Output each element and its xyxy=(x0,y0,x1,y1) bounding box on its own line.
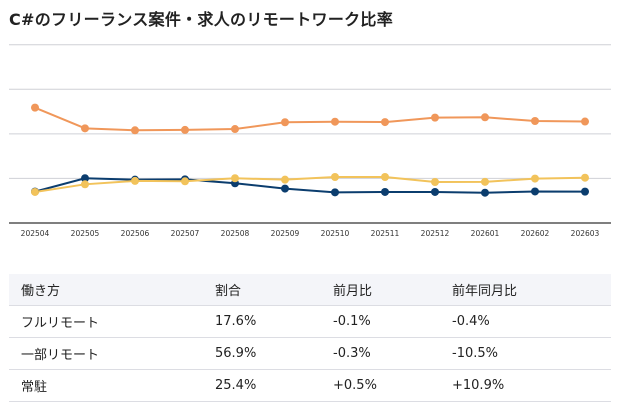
cell-work-style: 一部リモート xyxy=(9,337,203,370)
data-point-partial xyxy=(181,125,189,134)
data-point-full xyxy=(331,188,339,197)
x-tick-label: 202507 xyxy=(171,229,200,238)
remote-ratio-table: 働き方 割合 前月比 前年同月比 フルリモート 17.6% -0.1% -0.4… xyxy=(9,274,611,402)
data-point-onsite xyxy=(231,174,239,183)
data-point-onsite xyxy=(431,177,439,186)
header-yoy: 前年同月比 xyxy=(440,274,611,306)
data-point-onsite xyxy=(531,174,539,183)
table-row: 一部リモート 56.9% -0.3% -10.5% xyxy=(9,337,611,370)
x-tick-label: 202508 xyxy=(221,229,250,238)
data-point-onsite xyxy=(31,187,39,196)
x-tick-label: 202506 xyxy=(121,229,150,238)
data-point-partial xyxy=(281,118,289,127)
x-tick-label: 202603 xyxy=(571,229,600,238)
line-chart: 202504 202505 202506 202507 202508 202509 2025… xyxy=(9,44,611,238)
cell-ratio: 25.4% xyxy=(203,369,321,402)
data-point-full xyxy=(431,187,439,196)
data-point-partial xyxy=(581,117,589,126)
cell-ratio: 56.9% xyxy=(203,337,321,370)
data-point-partial xyxy=(531,117,539,126)
x-tick-label: 202512 xyxy=(421,229,450,238)
cell-work-style: 常駐 xyxy=(9,369,203,402)
data-point-partial xyxy=(431,113,439,122)
x-tick-label: 202601 xyxy=(471,229,500,238)
header-ratio: 割合 xyxy=(203,274,321,306)
data-point-partial xyxy=(481,113,489,122)
data-point-partial xyxy=(131,126,139,135)
data-point-partial xyxy=(381,118,389,127)
x-tick-label: 202505 xyxy=(71,229,100,238)
table-header-row: 働き方 割合 前月比 前年同月比 xyxy=(9,274,611,306)
data-point-full xyxy=(381,187,389,196)
data-point-onsite xyxy=(81,180,89,189)
series-line-onsite xyxy=(34,175,586,193)
data-point-onsite xyxy=(181,177,189,186)
series-line-full xyxy=(34,177,586,194)
x-tick-label: 202504 xyxy=(21,229,50,238)
data-point-full xyxy=(281,184,289,193)
cell-yoy: +10.9% xyxy=(440,369,611,402)
data-point-full xyxy=(81,174,89,183)
cell-ratio: 17.6% xyxy=(203,305,321,338)
data-point-onsite xyxy=(331,172,339,181)
table-row: フルリモート 17.6% -0.1% -0.4% xyxy=(9,305,611,338)
x-tick-label: 202511 xyxy=(371,229,400,238)
data-point-onsite xyxy=(481,177,489,186)
data-point-partial xyxy=(81,124,89,133)
data-point-full xyxy=(531,187,539,196)
header-work-style: 働き方 xyxy=(9,274,203,306)
data-point-partial xyxy=(31,103,39,112)
header-mom: 前月比 xyxy=(321,274,440,306)
data-point-full xyxy=(581,187,589,196)
cell-yoy: -0.4% xyxy=(440,305,611,338)
data-point-full xyxy=(481,188,489,197)
data-point-onsite xyxy=(381,172,389,181)
data-point-onsite xyxy=(131,176,139,185)
x-tick-label: 202602 xyxy=(521,229,550,238)
data-point-partial xyxy=(331,117,339,126)
page-title: C#のフリーランス案件・求人のリモートワーク比率 xyxy=(9,10,394,29)
series-line-partial xyxy=(34,106,586,132)
table-row: 常駐 25.4% +0.5% +10.9% xyxy=(9,369,611,402)
cell-mom: -0.1% xyxy=(321,305,440,338)
data-point-onsite xyxy=(281,175,289,184)
x-tick-label: 202509 xyxy=(271,229,300,238)
cell-work-style: フルリモート xyxy=(9,305,203,338)
cell-mom: -0.3% xyxy=(321,337,440,370)
x-tick-label: 202510 xyxy=(321,229,350,238)
cell-mom: +0.5% xyxy=(321,369,440,402)
cell-yoy: -10.5% xyxy=(440,337,611,370)
data-point-onsite xyxy=(581,173,589,182)
data-point-partial xyxy=(231,125,239,134)
